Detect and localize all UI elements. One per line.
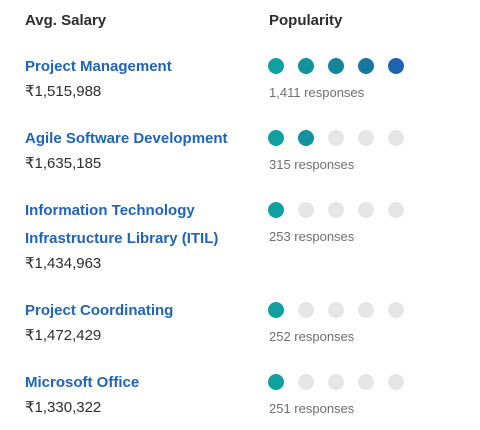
popularity-dot-empty (358, 374, 374, 390)
popularity-dot-filled (268, 58, 284, 74)
popularity-dot-filled (268, 374, 284, 390)
salary-value: ₹1,330,322 (25, 399, 102, 416)
popularity-dot-filled (328, 58, 344, 74)
skill-link-project-management[interactable]: Project Management (25, 58, 172, 75)
salary-value: ₹1,515,988 (25, 83, 102, 100)
response-count: 251 responses (269, 401, 355, 416)
popularity-dot-empty (298, 374, 314, 390)
popularity-dot-filled (268, 302, 284, 318)
popularity-dot-empty (328, 302, 344, 318)
popularity-dot-empty (388, 202, 404, 218)
popularity-dot-filled (358, 58, 374, 74)
skill-link-agile-software-development[interactable]: Agile Software Development (25, 130, 228, 147)
popularity-dot-empty (388, 130, 404, 146)
popularity-dot-empty (358, 302, 374, 318)
popularity-dot-empty (388, 302, 404, 318)
popularity-dot-filled (268, 130, 284, 146)
popularity-dots (268, 202, 404, 218)
popularity-dots (268, 130, 404, 146)
salary-value: ₹1,635,185 (25, 155, 102, 172)
avg-salary-header: Avg. Salary (25, 12, 107, 29)
response-count: 1,411 responses (269, 85, 365, 100)
salary-value: ₹1,434,963 (25, 255, 102, 272)
skill-link-microsoft-office[interactable]: Microsoft Office (25, 374, 140, 391)
popularity-dots (268, 374, 404, 390)
popularity-dots (268, 302, 404, 318)
popularity-dot-empty (328, 374, 344, 390)
popularity-dots (268, 58, 404, 74)
popularity-dot-filled (388, 58, 404, 74)
popularity-dot-empty (388, 374, 404, 390)
response-count: 253 responses (269, 229, 355, 244)
popularity-dot-empty (298, 202, 314, 218)
popularity-dot-empty (298, 302, 314, 318)
popularity-dot-empty (328, 130, 344, 146)
popularity-dot-empty (358, 130, 374, 146)
response-count: 315 responses (269, 157, 355, 172)
popularity-dot-filled (298, 130, 314, 146)
popularity-header: Popularity (269, 12, 343, 29)
popularity-dot-filled (298, 58, 314, 74)
salary-value: ₹1,472,429 (25, 327, 102, 344)
popularity-dot-empty (328, 202, 344, 218)
skill-link-project-coordinating[interactable]: Project Coordinating (25, 302, 174, 319)
popularity-dot-empty (358, 202, 374, 218)
popularity-dot-filled (268, 202, 284, 218)
response-count: 252 responses (269, 329, 355, 344)
skill-link-itil[interactable]: Information Technology Infrastructure Li… (25, 202, 219, 247)
